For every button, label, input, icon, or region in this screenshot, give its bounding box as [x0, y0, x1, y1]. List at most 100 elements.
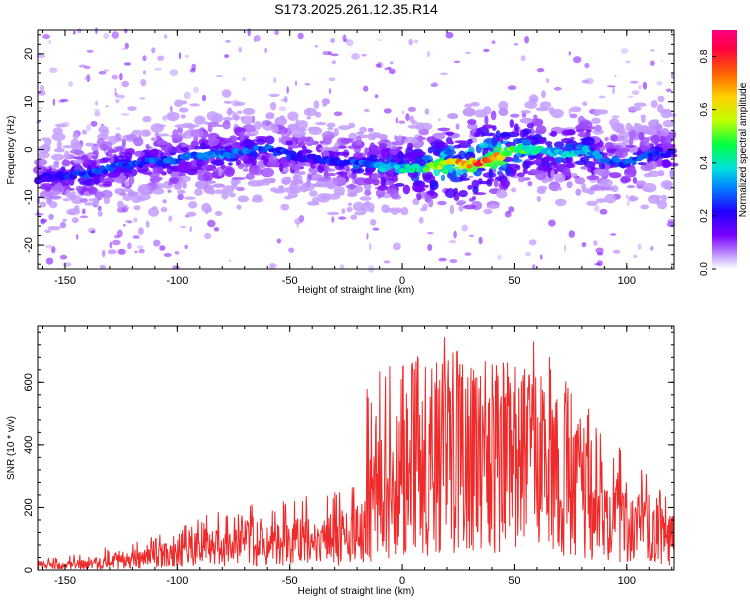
heatmap-cell — [610, 124, 625, 129]
heatmap-cell — [403, 136, 418, 145]
heatmap-cell — [664, 185, 673, 190]
heatmap-cell — [98, 125, 109, 134]
heatmap-cell — [515, 152, 522, 158]
heatmap-ridge-cell — [662, 153, 671, 158]
heatmap-cell — [188, 201, 198, 209]
heatmap-cell — [461, 224, 468, 232]
colorbar-tick-label: 0.6 — [699, 102, 710, 116]
heatmap-ridge-cell — [376, 161, 385, 167]
heatmap-cell — [613, 249, 621, 254]
heatmap-cell — [303, 107, 317, 117]
heatmap-cell — [364, 147, 369, 156]
heatmap-cell — [331, 60, 337, 65]
heatmap-cell — [268, 93, 280, 97]
heatmap-cell — [383, 260, 391, 264]
heatmap-cell — [368, 136, 374, 141]
heatmap-cell — [627, 106, 642, 112]
heatmap-cell — [364, 189, 372, 196]
heatmap-cell — [117, 229, 123, 238]
heatmap-cell — [52, 98, 56, 106]
heatmap-cell — [495, 130, 501, 139]
colorbar-tick-label: 0.4 — [699, 155, 710, 169]
heatmap-cell — [611, 115, 620, 119]
heatmap-cell — [283, 96, 288, 103]
y-tick-label: 20 — [23, 48, 35, 60]
heatmap-cell — [553, 86, 562, 91]
heatmap-cell — [570, 106, 582, 113]
heatmap-cell — [346, 39, 354, 47]
heatmap-cell — [568, 230, 575, 238]
heatmap-cell — [178, 52, 182, 60]
heatmap-cell — [570, 172, 578, 178]
heatmap-cell — [84, 153, 97, 157]
heatmap-cell — [90, 120, 98, 127]
heatmap-cell — [97, 205, 102, 212]
heatmap-cell — [270, 264, 278, 267]
snr-frame — [37, 325, 675, 571]
heatmap-cell — [213, 189, 225, 194]
heatmap-cell — [350, 214, 358, 220]
heatmap-cell — [462, 172, 468, 178]
heatmap-cell — [339, 264, 345, 269]
heatmap-cell — [53, 160, 60, 166]
heatmap-cell — [143, 70, 146, 75]
heatmap-cell — [374, 94, 379, 99]
x-tick-label: 0 — [399, 575, 405, 587]
snr-x-axis: -150 -100 -50 0 50 100 — [41, 326, 673, 587]
heatmap-cell — [127, 221, 132, 224]
heatmap-cell — [333, 128, 340, 137]
heatmap-cell — [45, 257, 54, 265]
heatmap-cell — [650, 134, 661, 144]
heatmap-cell — [509, 119, 514, 128]
heatmap-cell — [240, 116, 245, 120]
heatmap-cell — [550, 169, 555, 179]
heatmap-cell — [524, 100, 538, 109]
heatmap-cell — [297, 32, 304, 40]
heatmap-cell — [42, 34, 50, 40]
heatmap-cell — [660, 109, 672, 119]
heatmap-cell — [540, 254, 543, 260]
heatmap-cell — [236, 204, 242, 210]
heatmap-cell — [295, 80, 297, 86]
heatmap-cell — [650, 245, 654, 251]
heatmap-cell — [72, 132, 79, 139]
heatmap-cell — [79, 215, 89, 219]
heatmap-cell — [420, 207, 428, 212]
heatmap-cell — [33, 165, 47, 175]
heatmap-cell — [346, 206, 353, 213]
heatmap-cell — [622, 137, 629, 146]
heatmap-cell — [222, 120, 231, 130]
heatmap-ridge-cell — [175, 159, 181, 164]
heatmap-cell — [213, 227, 220, 232]
heatmap-cell — [127, 242, 132, 250]
heatmap-cell — [207, 121, 220, 128]
heatmap-cell — [162, 115, 168, 121]
snr-panel: -150 -100 -50 0 50 100 0 200 400 600 Height of s… — [6, 325, 675, 597]
heatmap-cell — [140, 79, 147, 87]
heatmap-cell — [346, 192, 358, 198]
heatmap-cell — [124, 179, 130, 187]
heatmap-cell — [333, 176, 347, 185]
heatmap-cell — [598, 95, 606, 99]
heatmap-cell — [455, 169, 462, 176]
heatmap-ridge-cell — [229, 152, 236, 159]
heatmap-cell — [51, 153, 65, 161]
heatmap-cell — [625, 122, 632, 132]
heatmap-cell — [353, 152, 363, 159]
heatmap-cell — [490, 110, 497, 121]
figure-title: S173.2025.261.12.35.R14 — [274, 1, 438, 17]
y-tick-label: -10 — [23, 189, 35, 205]
heatmap-cell — [657, 95, 665, 103]
heatmap-cell — [513, 43, 519, 46]
heatmap-cell — [152, 188, 165, 195]
heatmap-cell — [81, 129, 88, 135]
heatmap-cell — [133, 205, 141, 211]
heatmap-ridge-cell — [249, 151, 258, 156]
heatmap-cell — [550, 130, 558, 137]
heatmap-cell — [63, 150, 70, 161]
heatmap-cell — [281, 132, 286, 141]
heatmap-cell — [614, 148, 628, 159]
heatmap-cell — [242, 168, 249, 172]
heatmap-cell — [448, 239, 457, 244]
heatmap-cell — [444, 188, 456, 199]
